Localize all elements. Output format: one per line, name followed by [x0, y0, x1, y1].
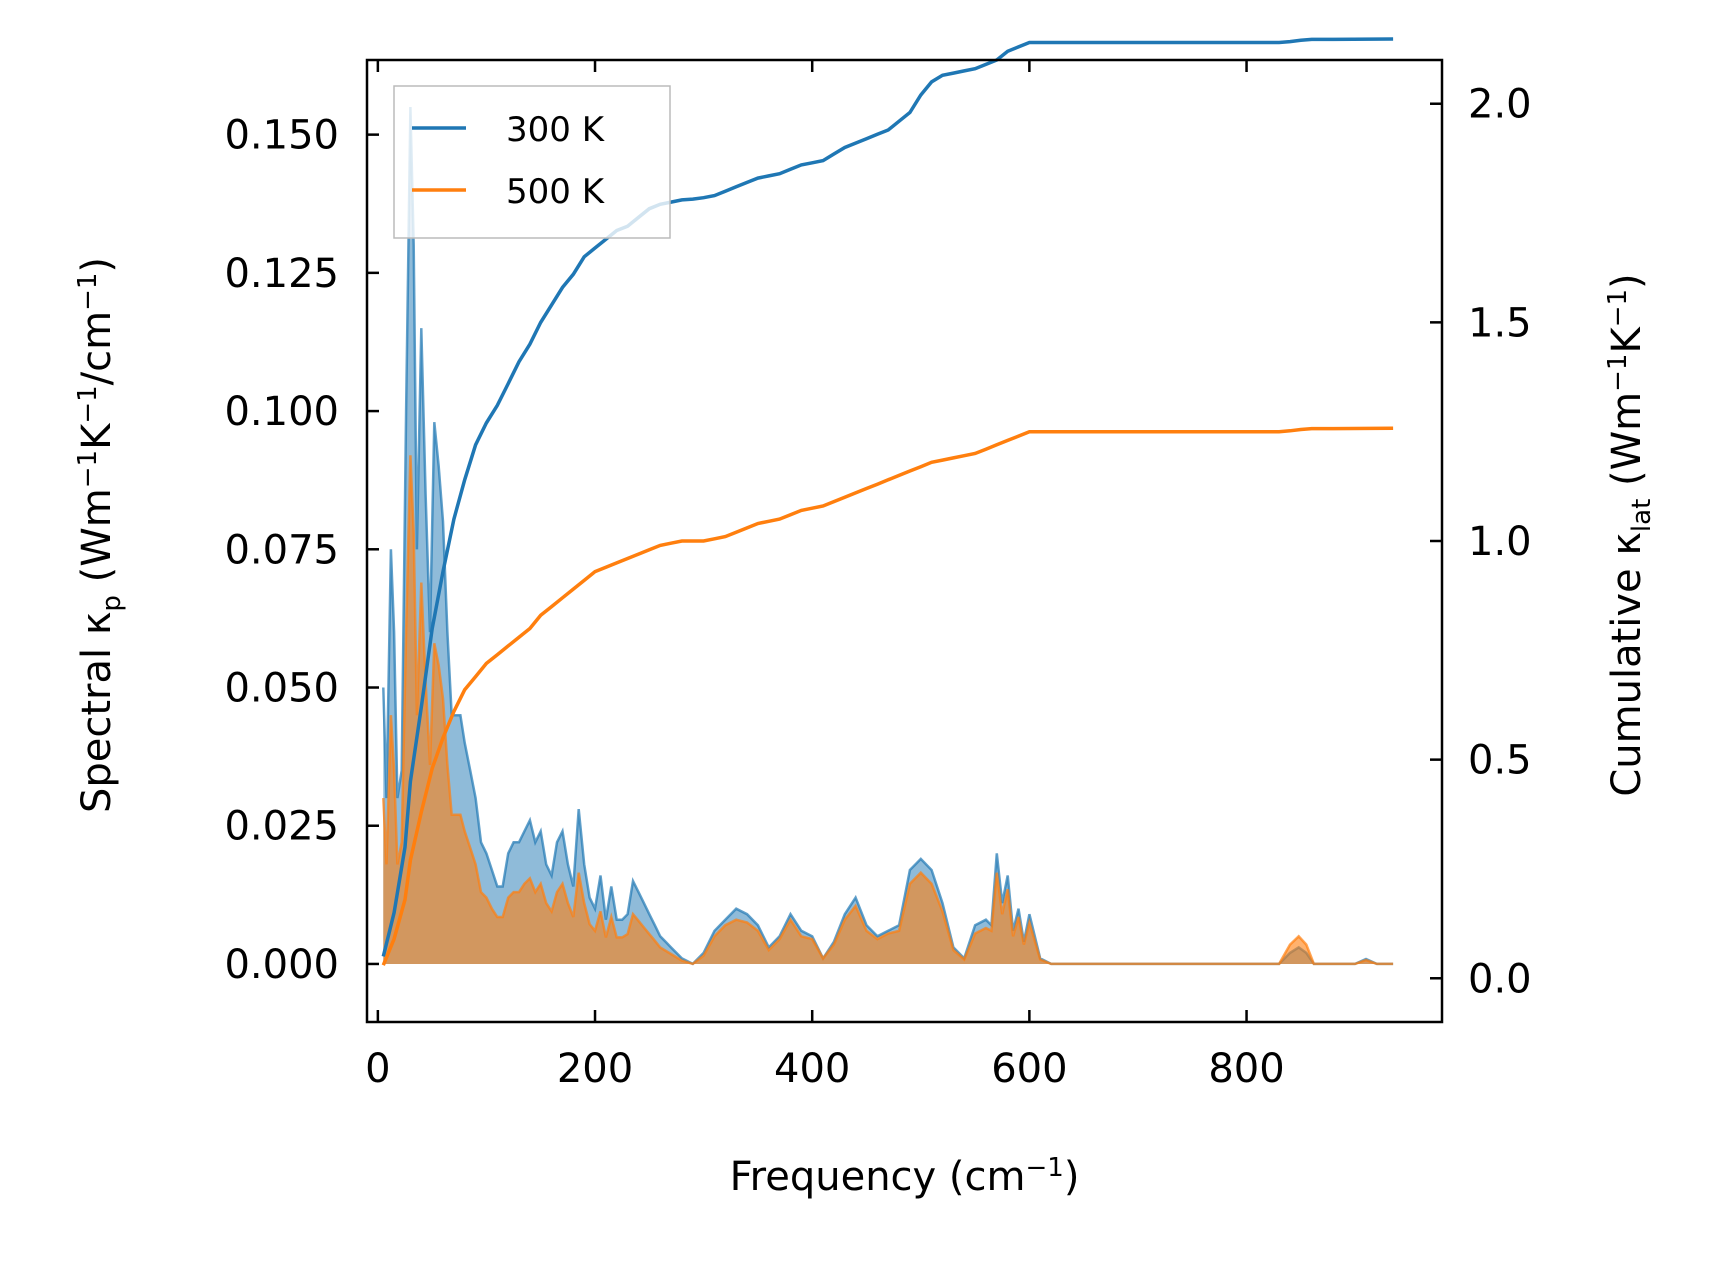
y-right-tick-label: 1.0 — [1468, 519, 1532, 565]
y-right-label-part: ) — [1604, 273, 1650, 289]
y-left-label-sub: p — [97, 595, 127, 612]
y-right-tick-label: 1.5 — [1468, 300, 1532, 346]
y-right-label-sup: −1 — [1603, 354, 1633, 392]
y-left-label-sup: −1 — [73, 450, 103, 488]
cumulative-line-0 — [381, 37, 1394, 957]
x-tick-label: 200 — [557, 1046, 633, 1092]
spectral-fill-layer — [382, 106, 1394, 966]
spectral-line-0 — [382, 106, 1394, 966]
tick-layer: 0 200 400 600 800 0.000 0.025 0.050 0.075 0.100 0.… — [224, 60, 1532, 1092]
y-right-label-part: (Wm — [1604, 392, 1650, 499]
y-right-tick-label: 0.5 — [1468, 738, 1532, 784]
y-right-label-part: Cumulative κ — [1604, 532, 1650, 797]
y-axis-right-label: Cumulative κlat (Wm−1K−1) — [1603, 273, 1657, 796]
x-axis-label-tail: ) — [1064, 1154, 1080, 1200]
y-right-label-sup: −1 — [1603, 289, 1633, 327]
y-left-label-part: ) — [74, 257, 120, 273]
y-left-label-sup: −1 — [73, 385, 103, 423]
spectral-fill-1 — [383, 455, 1394, 964]
y-left-label-part: (Wm — [74, 488, 120, 595]
x-tick-label: 400 — [774, 1046, 850, 1092]
y-axis-left-label: Spectral κp (Wm−1K−1/cm−1) — [73, 257, 127, 813]
legend: 300 K 500 K — [393, 85, 671, 239]
y-left-label-sup: −1 — [73, 273, 103, 311]
legend-label-500k: 500 K — [506, 172, 606, 212]
y-left-label-part: K — [74, 422, 120, 450]
line-layer — [381, 37, 1394, 966]
y-left-tick-label: 0.050 — [224, 666, 339, 712]
plot-frame — [365, 58, 1444, 1024]
cumulative-line-1 — [381, 426, 1394, 966]
spectral-fill-0 — [383, 107, 1394, 964]
x-axis-label-sup: −1 — [1025, 1153, 1063, 1183]
y-right-label-sub: lat — [1627, 499, 1657, 532]
y-left-tick-label: 0.100 — [224, 389, 339, 435]
y-left-tick-label: 0.125 — [224, 251, 339, 297]
y-left-label-part: /cm — [74, 311, 120, 385]
legend-label-300k: 300 K — [506, 110, 606, 150]
x-axis-label: Frequency (cm−1) — [730, 1153, 1080, 1200]
y-left-label-part: Spectral κ — [74, 612, 120, 813]
y-left-tick-label: 0.025 — [224, 804, 339, 850]
x-tick-label: 800 — [1208, 1046, 1284, 1092]
x-tick-label: 600 — [991, 1046, 1067, 1092]
y-left-tick-label: 0.075 — [224, 527, 339, 573]
y-right-label-part: K — [1604, 326, 1650, 354]
x-tick-label: 0 — [365, 1046, 390, 1092]
y-right-tick-label: 2.0 — [1468, 82, 1532, 128]
legend-box — [393, 85, 671, 239]
y-left-tick-label: 0.000 — [224, 942, 339, 988]
y-right-tick-label: 0.0 — [1468, 956, 1532, 1002]
y-left-tick-label: 0.150 — [224, 113, 339, 159]
spectral-line-1 — [382, 455, 1394, 966]
x-axis-label-main: Frequency (cm — [730, 1154, 1026, 1200]
